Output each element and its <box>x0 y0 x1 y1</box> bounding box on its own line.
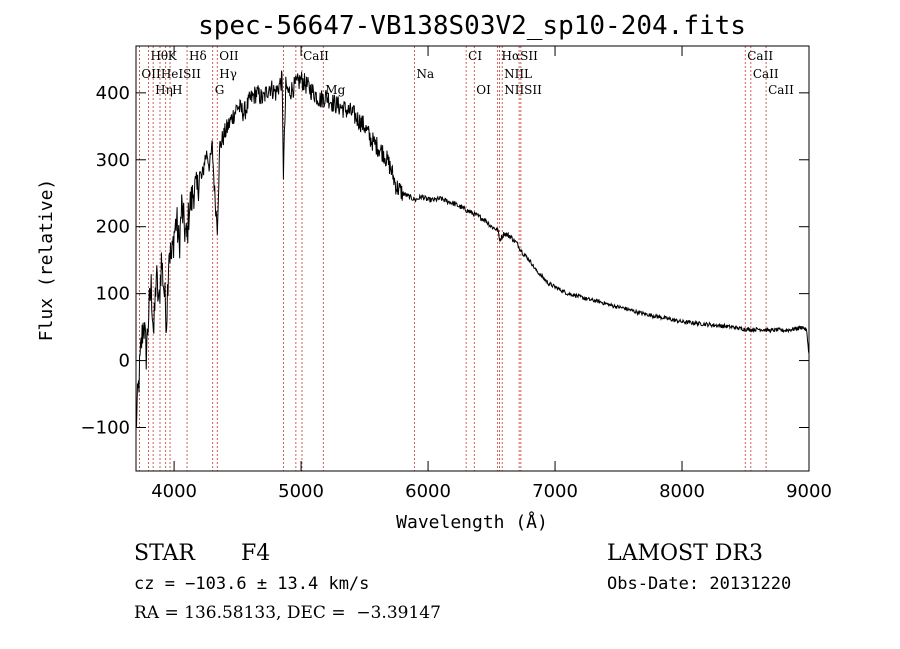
x-tick-label: 7000 <box>532 481 578 502</box>
survey-name: LAMOST DR3 <box>607 541 763 566</box>
spectral-line-label: H <box>172 83 182 97</box>
y-axis-label: Flux (relative) <box>36 179 57 342</box>
x-axis-label: Wavelength (Å) <box>396 511 548 533</box>
spectrum-line <box>135 70 810 428</box>
object-class: STAR <box>134 541 195 566</box>
spectral-line-label: NIISII <box>504 83 542 97</box>
plot-frame <box>135 45 810 472</box>
y-tick-label: −100 <box>81 417 130 438</box>
y-tick-label: 400 <box>96 83 130 104</box>
y-tick-label: 300 <box>96 150 130 171</box>
y-tick-label: 0 <box>119 351 130 372</box>
y-tick-label: 100 <box>96 284 130 305</box>
observation-date: Obs-Date: 20131220 <box>607 574 792 594</box>
spectral-line-label: NIIL <box>504 67 532 81</box>
x-tick-label: 9000 <box>786 481 832 502</box>
spectral-line-label: OII <box>219 49 239 63</box>
spectral-line-label: Hγ <box>219 67 237 81</box>
spectral-line-label: OI <box>476 83 491 97</box>
spectral-line-label: CaII <box>753 67 779 81</box>
spectral-line-label: K <box>168 49 178 63</box>
spectral-line-label: Na <box>416 67 434 81</box>
spectral-line-label: HeISII <box>161 67 201 81</box>
spectral-line-label: CI <box>468 49 482 63</box>
spectral-line-markers <box>139 46 767 471</box>
object-subclass: F4 <box>241 541 271 566</box>
coordinates: RA = 136.58133, DEC = −3.39147 <box>134 603 441 623</box>
x-tick-label: 6000 <box>405 481 451 502</box>
spectral-line-label: Hδ <box>189 49 207 63</box>
x-tick-label: 4000 <box>151 481 197 502</box>
x-tick-label: 8000 <box>659 481 705 502</box>
spectral-line-label: Mg <box>325 83 345 97</box>
spectral-line-label: OII <box>141 67 161 81</box>
spectral-line-label: Hθ <box>150 49 168 63</box>
y-tick-label: 200 <box>96 217 130 238</box>
spectral-line-label: CaII <box>747 49 773 63</box>
spectrum-chart: spec-56647-VB138S03V2_sp10-204.fits Hθ K H… <box>36 11 832 533</box>
spectral-line-label: HαSII <box>502 49 539 63</box>
redshift-velocity: cz = −103.6 ± 13.4 km/s <box>134 574 370 594</box>
chart-title: spec-56647-VB138S03V2_sp10-204.fits <box>198 11 746 41</box>
spectral-line-label: CaII <box>768 83 794 97</box>
spectral-line-label: G <box>215 83 225 97</box>
axis-ticks: 4000 5000 6000 7000 8000 9000 −100 0 100 200 300 40… <box>81 46 832 502</box>
x-tick-label: 5000 <box>278 481 324 502</box>
spectral-line-label: CaII <box>303 49 329 63</box>
spectral-line-label: Hη <box>155 83 173 97</box>
